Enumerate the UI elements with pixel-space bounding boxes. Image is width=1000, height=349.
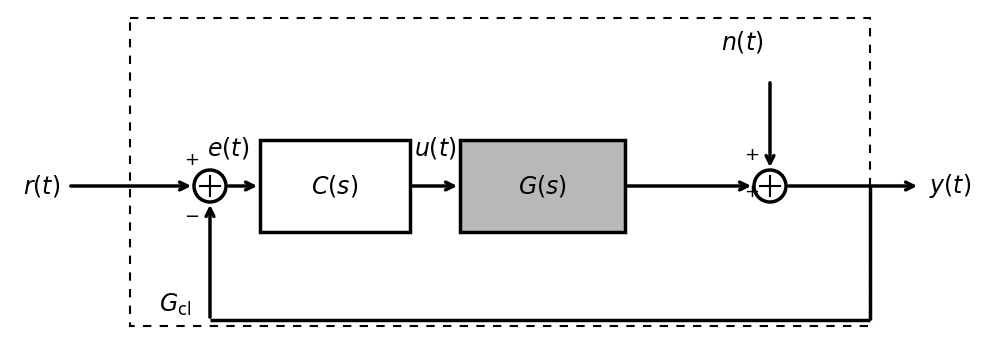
- Text: $+$: $+$: [184, 151, 200, 169]
- Bar: [260, 140, 410, 232]
- Text: $C(s)$: $C(s)$: [311, 173, 359, 199]
- Text: $+$: $+$: [744, 183, 760, 201]
- Text: $r(t)$: $r(t)$: [23, 173, 61, 199]
- Text: $n(t)$: $n(t)$: [721, 29, 763, 55]
- Text: $e(t)$: $e(t)$: [207, 135, 249, 161]
- Text: $G_{\mathrm{cl}}$: $G_{\mathrm{cl}}$: [159, 292, 191, 318]
- Bar: [130, 18, 870, 326]
- Bar: [460, 140, 625, 232]
- Text: $G(s)$: $G(s)$: [518, 173, 567, 199]
- Text: $y(t)$: $y(t)$: [929, 172, 971, 200]
- Text: $+$: $+$: [744, 146, 760, 164]
- Text: $u(t)$: $u(t)$: [414, 135, 456, 161]
- Text: $-$: $-$: [184, 206, 200, 224]
